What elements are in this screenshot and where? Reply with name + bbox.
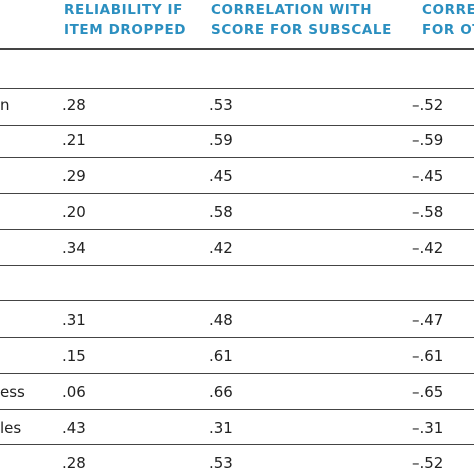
header-correlation-subscale-line2: SCORE FOR SUBSCALE [211, 22, 392, 38]
header-correlation-other-line1: CORRE [422, 2, 474, 18]
reliability-value: .20 [62, 203, 86, 221]
row-divider [0, 373, 474, 374]
row-divider [0, 409, 474, 410]
corr-subscale-value: .59 [209, 131, 233, 149]
corr-subscale-value: .48 [209, 311, 233, 329]
header-correlation-subscale-line1: CORRELATION WITH [211, 2, 373, 18]
reliability-value: .28 [62, 96, 86, 114]
corr-other-value: –.59 [412, 131, 444, 149]
corr-other-value: –.42 [412, 239, 444, 257]
corr-subscale-value: .58 [209, 203, 233, 221]
corr-subscale-value: .53 [209, 96, 233, 114]
corr-other-value: –.52 [412, 454, 444, 472]
reliability-value: .21 [62, 131, 86, 149]
row-divider [0, 125, 474, 126]
corr-subscale-value: .45 [209, 167, 233, 185]
reliability-value: .29 [62, 167, 86, 185]
corr-other-value: –.47 [412, 311, 444, 329]
reliability-value: .34 [62, 239, 86, 257]
reliability-value: .31 [62, 311, 86, 329]
corr-other-value: –.31 [412, 419, 444, 437]
reliability-value: .43 [62, 419, 86, 437]
corr-subscale-value: .61 [209, 347, 233, 365]
header-correlation-other-line2: FOR OT [422, 22, 474, 38]
reliability-value: .28 [62, 454, 86, 472]
header-reliability-line1: RELIABILITY IF [64, 2, 183, 18]
corr-other-value: –.58 [412, 203, 444, 221]
reliability-value: .06 [62, 383, 86, 401]
corr-other-value: –.61 [412, 347, 444, 365]
header-correlation-other: CORRE FOR OT [422, 0, 474, 40]
row-divider [0, 157, 474, 158]
row-label: les [0, 419, 22, 437]
row-divider [0, 300, 474, 301]
row-divider [0, 88, 474, 89]
header-reliability: RELIABILITY IF ITEM DROPPED [64, 0, 186, 40]
row-divider [0, 444, 474, 445]
header-rule [0, 48, 474, 50]
row-divider [0, 229, 474, 230]
reliability-value: .15 [62, 347, 86, 365]
corr-subscale-value: .53 [209, 454, 233, 472]
group-divider [0, 265, 474, 266]
row-label: n [0, 96, 10, 114]
row-divider [0, 193, 474, 194]
row-label: ess [0, 383, 25, 401]
header-correlation-subscale: CORRELATION WITH SCORE FOR SUBSCALE [211, 0, 392, 40]
corr-other-value: –.45 [412, 167, 444, 185]
corr-subscale-value: .66 [209, 383, 233, 401]
corr-other-value: –.65 [412, 383, 444, 401]
corr-subscale-value: .31 [209, 419, 233, 437]
corr-subscale-value: .42 [209, 239, 233, 257]
row-divider [0, 337, 474, 338]
corr-other-value: –.52 [412, 96, 444, 114]
header-reliability-line2: ITEM DROPPED [64, 22, 187, 38]
